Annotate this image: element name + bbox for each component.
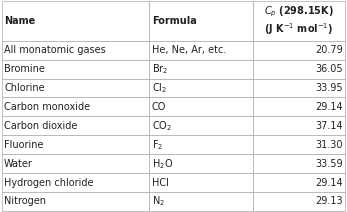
Text: CO$_2$: CO$_2$	[152, 119, 172, 133]
Bar	[2, 173, 150, 192]
Bar	[150, 1, 253, 41]
Text: Chlorine: Chlorine	[4, 83, 45, 93]
Text: Hydrogen chloride: Hydrogen chloride	[4, 178, 94, 188]
Text: CO: CO	[152, 102, 166, 112]
Text: 37.14: 37.14	[315, 121, 343, 131]
Bar	[2, 154, 150, 173]
Bar	[150, 116, 253, 135]
Bar	[253, 116, 345, 135]
Text: Fluorine: Fluorine	[4, 140, 44, 150]
Bar	[2, 1, 150, 41]
Bar	[2, 135, 150, 154]
Text: H$_2$O: H$_2$O	[152, 157, 173, 171]
Bar	[150, 98, 253, 116]
Bar	[2, 192, 150, 211]
Bar	[253, 1, 345, 41]
Bar	[2, 41, 150, 60]
Text: All monatomic gases: All monatomic gases	[4, 45, 106, 55]
Bar	[253, 135, 345, 154]
Bar	[150, 60, 253, 79]
Bar	[2, 116, 150, 135]
Bar	[150, 154, 253, 173]
Text: Water: Water	[4, 159, 33, 169]
Text: 36.05: 36.05	[315, 64, 343, 74]
Text: Carbon dioxide: Carbon dioxide	[4, 121, 77, 131]
Bar	[2, 79, 150, 98]
Text: Name: Name	[4, 16, 35, 26]
Bar	[2, 98, 150, 116]
Bar	[150, 79, 253, 98]
Bar	[253, 154, 345, 173]
Text: 33.95: 33.95	[315, 83, 343, 93]
Text: He, Ne, Ar, etc.: He, Ne, Ar, etc.	[152, 45, 226, 55]
Text: Cl$_2$: Cl$_2$	[152, 81, 167, 95]
Text: HCl: HCl	[152, 178, 169, 188]
Text: Carbon monoxide: Carbon monoxide	[4, 102, 90, 112]
Text: 29.14: 29.14	[315, 178, 343, 188]
Bar	[150, 192, 253, 211]
Text: 29.14: 29.14	[315, 102, 343, 112]
Bar	[253, 41, 345, 60]
Text: 31.30: 31.30	[315, 140, 343, 150]
Text: F$_2$: F$_2$	[152, 138, 163, 152]
Bar	[253, 60, 345, 79]
Text: Nitrogen: Nitrogen	[4, 197, 46, 206]
Bar	[253, 98, 345, 116]
Text: 20.79: 20.79	[315, 45, 343, 55]
Text: Formula: Formula	[152, 16, 197, 26]
Bar	[253, 173, 345, 192]
Text: 29.13: 29.13	[315, 197, 343, 206]
Text: Bromine: Bromine	[4, 64, 45, 74]
Bar	[150, 173, 253, 192]
Text: $C_p$ (298.15K)
(J K$^{-1}$ mol$^{-1}$): $C_p$ (298.15K) (J K$^{-1}$ mol$^{-1}$)	[264, 5, 334, 37]
Bar	[150, 41, 253, 60]
Text: Br$_2$: Br$_2$	[152, 62, 168, 76]
Text: 33.59: 33.59	[315, 159, 343, 169]
Bar	[253, 192, 345, 211]
Bar	[2, 60, 150, 79]
Text: N$_2$: N$_2$	[152, 195, 165, 208]
Bar	[253, 79, 345, 98]
Bar	[150, 135, 253, 154]
